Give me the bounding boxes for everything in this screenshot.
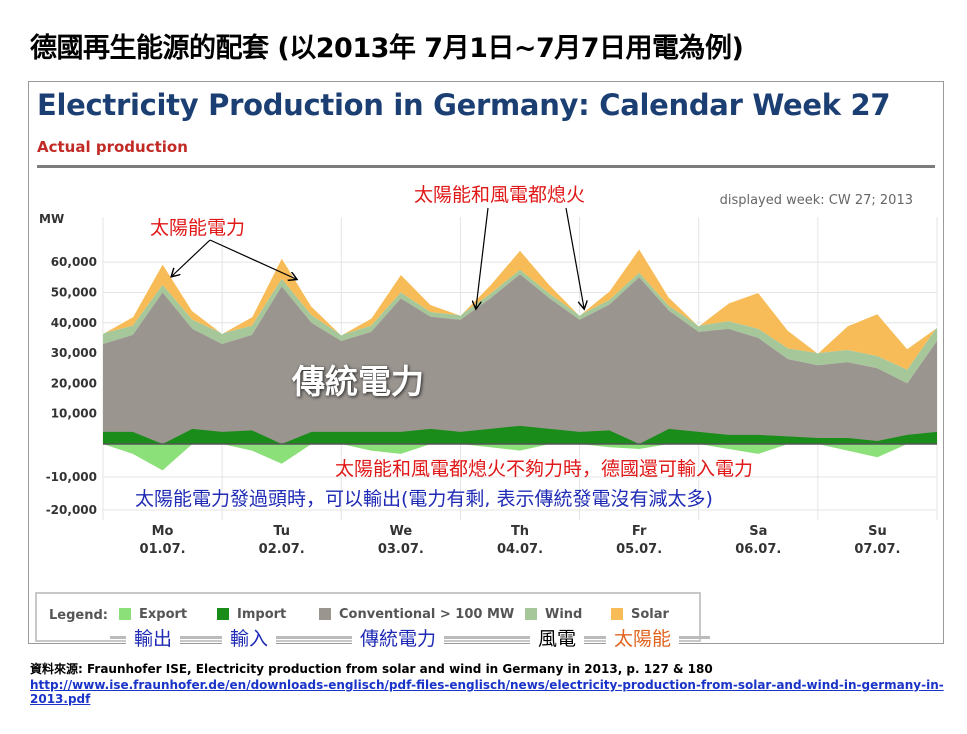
legend-label-solar: Solar	[631, 607, 669, 622]
chart-subtitle: Actual production	[37, 138, 188, 156]
legend-label-wind: Wind	[545, 607, 583, 622]
title-rule	[37, 165, 935, 168]
annotation-solar-power: 太陽能電力	[150, 217, 246, 239]
y-axis-label: MW	[39, 212, 65, 226]
annotation-conventional-power: 傳統電力	[292, 362, 424, 401]
legend-item-conventional: Conventional > 100 MW	[319, 607, 514, 622]
cn-legend-solar: 太陽能	[606, 624, 680, 651]
legend-label-import: Import	[237, 607, 287, 622]
x-tick-date: 05.07.	[616, 542, 662, 557]
chart-figure: Electricity Production in Germany: Calen…	[28, 81, 944, 644]
y-tick-label: 50,000	[51, 285, 97, 299]
legend-item-import: Import	[217, 607, 286, 622]
source-link[interactable]: http://www.ise.fraunhofer.de/en/download…	[30, 678, 944, 706]
series-area-export	[103, 444, 937, 471]
cn-legend-conventional: 傳統電力	[352, 624, 445, 651]
chart-plot: 60,000 50,000 40,000 30,000 20,000 10,000 -10,…	[46, 217, 938, 557]
x-tick-day-name: Su	[868, 524, 887, 539]
series-area-solar	[103, 248, 937, 370]
annotation-export-note: 太陽能電力發過頭時，可以輸出(電力有剩, 表示傳統發電沒有減太多)	[135, 488, 713, 510]
y-tick-label: 10,000	[51, 407, 97, 421]
y-tick-label: 60,000	[51, 255, 97, 269]
y-tick-label: -20,000	[46, 503, 97, 517]
x-tick-date: 07.07.	[854, 542, 900, 557]
x-tick-date: 04.07.	[497, 542, 543, 557]
displayed-week: displayed week: CW 27; 2013	[719, 193, 913, 208]
legend-label-export: Export	[139, 607, 188, 622]
annotation-both-off: 太陽能和風電都熄火	[414, 184, 586, 206]
source-text: 資料來源: Fraunhofer ISE, Electricity produc…	[30, 662, 713, 676]
x-tick-day-name: We	[390, 524, 413, 539]
legend-item-export: Export	[119, 607, 187, 622]
legend-item-solar: Solar	[611, 607, 669, 622]
x-tick-date: 02.07.	[259, 542, 305, 557]
x-tick-date: 01.07.	[140, 542, 186, 557]
annotation-import-note: 太陽能和風電都熄火不夠力時，德國還可輸入電力	[335, 458, 754, 480]
series-outline-total	[102, 247, 938, 354]
slide-title: 德國再生能源的配套 (以2013年 7月1日~7月7日用電為例)	[30, 33, 744, 64]
legend-swatch-conventional	[319, 608, 331, 620]
x-tick-day-name: Tu	[273, 524, 290, 539]
legend-swatch-wind	[525, 608, 537, 620]
chart-title: Electricity Production in Germany: Calen…	[37, 88, 891, 122]
legend-label-conventional: Conventional > 100 MW	[339, 607, 515, 622]
cn-legend-import: 輸入	[222, 624, 277, 651]
y-tick-label: -10,000	[46, 470, 97, 484]
series-area-import	[103, 425, 937, 444]
legend-item-wind: Wind	[525, 607, 582, 622]
y-tick-label: 30,000	[51, 346, 97, 360]
cn-legend-wind: 風電	[530, 624, 585, 651]
y-tick-label: 40,000	[51, 316, 97, 330]
x-tick-day-name: Sa	[749, 524, 767, 539]
x-tick-date: 06.07.	[735, 542, 781, 557]
legend-swatch-import	[217, 608, 229, 620]
series-area-conventional	[103, 274, 937, 444]
cn-legend-export: 輸出	[126, 624, 181, 651]
x-tick-date: 03.07.	[378, 542, 424, 557]
x-tick-day-name: Fr	[632, 524, 647, 539]
x-tick-day-name: Mo	[152, 524, 174, 539]
legend-swatch-solar	[611, 608, 623, 620]
y-tick-label: 20,000	[51, 376, 97, 390]
x-tick-day-name: Th	[511, 524, 529, 539]
legend-title: Legend:	[49, 608, 108, 623]
legend-swatch-export	[119, 608, 131, 620]
